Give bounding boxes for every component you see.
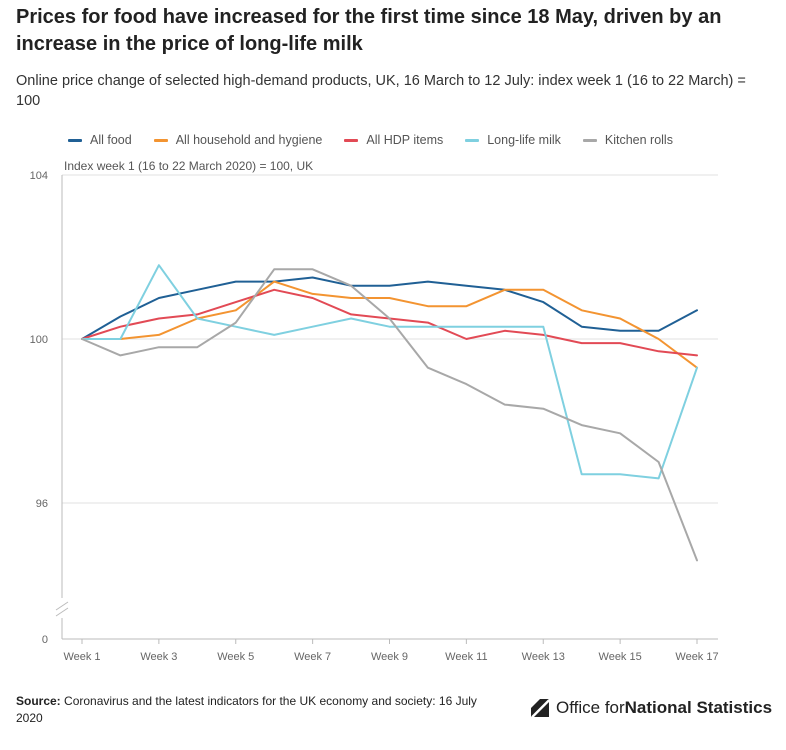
axis-break-mark [55,607,69,617]
legend-item-long-life-milk: Long-life milk [465,133,561,147]
legend-item-kitchen-rolls: Kitchen rolls [582,133,673,147]
chart-axes: 104 100 96 0 Week 1 Week 3 Week 5 Week 7 Week 9 W… [30,170,719,663]
y-tick-label: 96 [36,498,48,510]
legend-label: Long-life milk [487,133,561,147]
y-tick-label: 104 [30,170,48,182]
y-tick-label: 100 [30,334,48,346]
legend-item-all-food: All food [68,133,132,147]
grid-lines [62,174,718,504]
chart-annotation: Index week 1 (16 to 22 March 2020) = 100… [64,159,313,173]
series-line-kitchen-rolls [81,268,698,562]
legend-swatch [153,138,168,142]
series-line-long-life-milk [81,264,698,480]
legend-swatch [68,138,82,142]
ons-logo-text-regular: Office for [556,698,625,717]
legend-item-all-household-and-hygiene: All household and hygiene [153,133,323,147]
legend-label: All household and hygiene [175,133,323,147]
x-tick-label: Week 3 [140,651,177,663]
source-label: Source: [16,694,61,708]
legend-item-all-hdp-items: All HDP items [344,133,443,147]
legend-swatch [344,138,359,142]
legend-label: All food [90,133,132,147]
series-lines [81,264,698,562]
legend-label: Kitchen rolls [604,133,673,147]
ons-logo-icon [531,699,550,718]
legend-label: All HDP items [366,133,444,147]
legend-swatch [582,138,597,142]
ons-logo-text-bold: National Statistics [624,698,773,717]
line-chart: 104 100 96 0 Week 1 Week 3 Week 5 Week 7 Week 9 W… [30,159,719,663]
source-text: Coronavirus and the latest indicators fo… [16,694,477,725]
series-line-all-household-and-hygiene [81,280,698,369]
x-tick-label: Week 11 [445,651,487,663]
x-tick-label: Week 17 [675,651,718,663]
ons-logo: Office for National Statistics [529,697,772,719]
series-line-all-hdp-items [81,288,698,357]
x-tick-label: Week 9 [371,651,408,663]
x-tick-label: Week 5 [217,651,254,663]
source-note: Source: Coronavirus and the latest indic… [16,693,496,727]
x-tick-label: Week 13 [522,651,565,663]
legend-swatch [465,138,480,142]
axis-break-mark [55,601,69,611]
chart-legend: All food All household and hygiene All HDP… [68,131,695,149]
x-tick-label: Week 15 [599,651,642,663]
chart-subtitle: Online price change of selected high-dem… [16,73,746,109]
y-tick-label: 0 [42,634,48,646]
series-line-all-food [81,276,698,340]
x-tick-label: Week 1 [63,651,100,663]
chart-title: Prices for food have increased for the f… [16,6,722,55]
x-tick-label: Week 7 [294,651,331,663]
